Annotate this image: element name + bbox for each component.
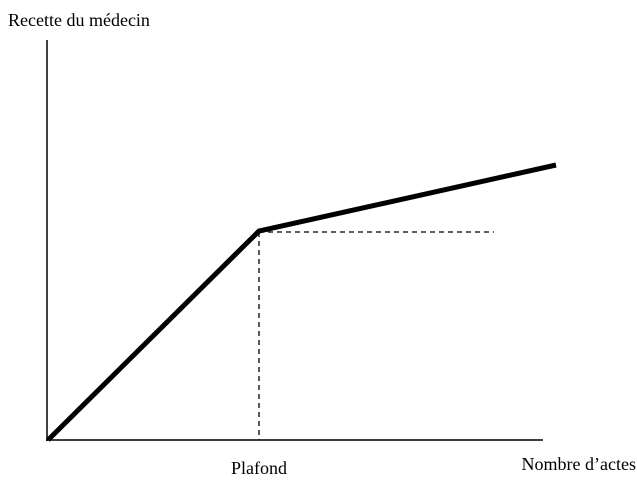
threshold-label: Plafond xyxy=(231,458,287,478)
y-axis-label: Recette du médecin xyxy=(8,10,150,30)
x-axis-label: Nombre d’actes xyxy=(522,454,636,474)
revenue-curve xyxy=(46,162,557,442)
